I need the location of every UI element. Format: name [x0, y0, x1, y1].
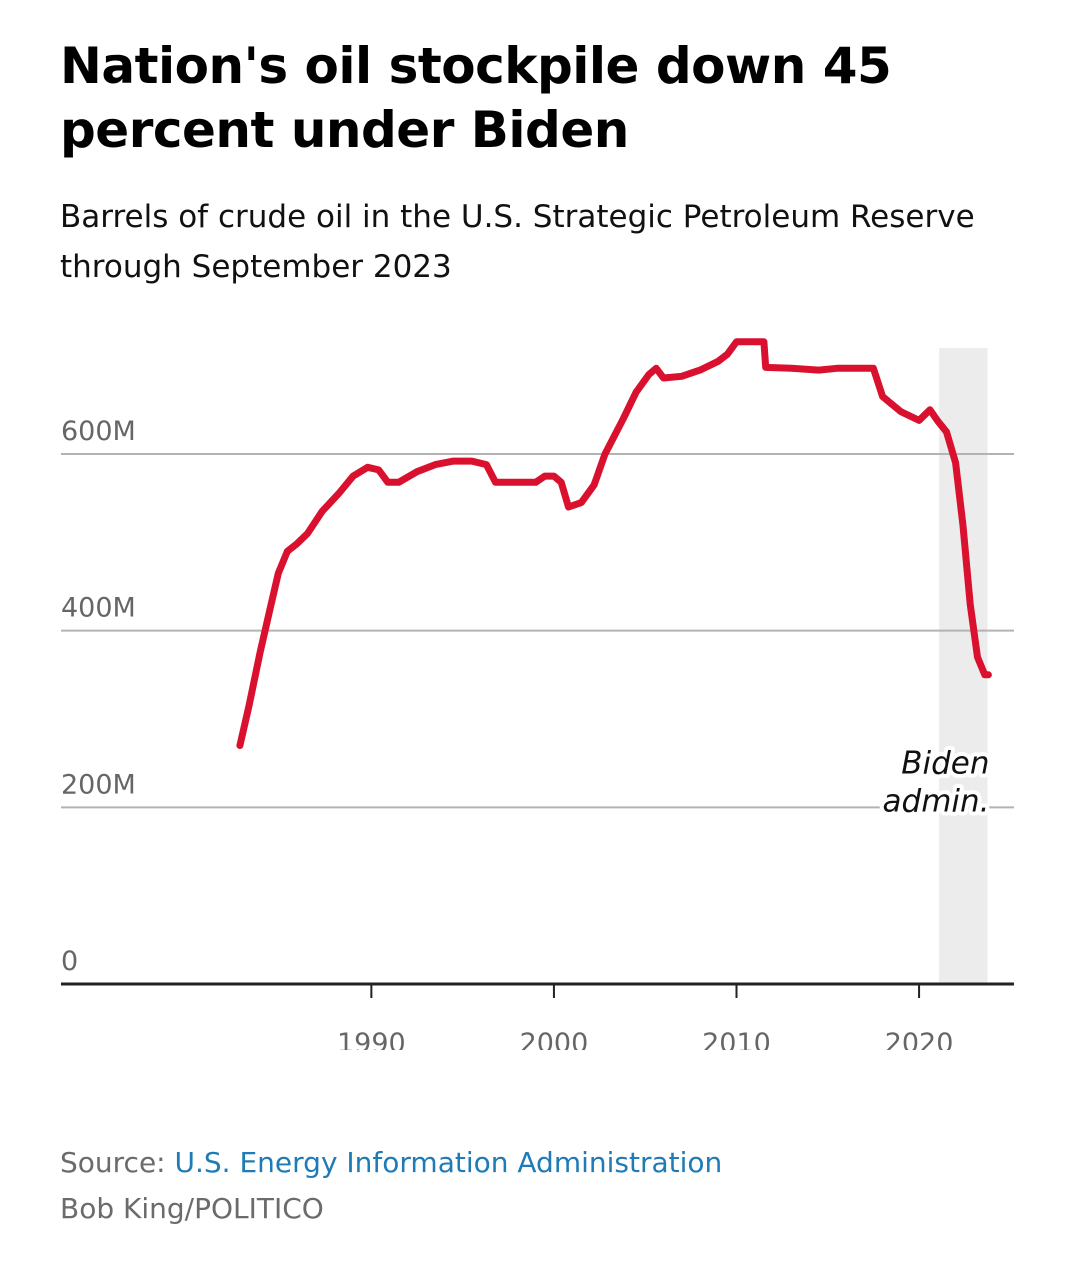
source-link[interactable]: U.S. Energy Information Administration — [174, 1146, 723, 1179]
y-tick-label: 400M — [61, 593, 136, 624]
source-line: Source: U.S. Energy Information Administ… — [60, 1140, 1020, 1186]
series-layer — [236, 338, 992, 749]
shaded-region-label-line1: Biden — [901, 745, 989, 781]
chart-title: Nation's oil stockpile down 45 percent u… — [60, 37, 892, 159]
footer: Source: U.S. Energy Information Administ… — [60, 1140, 1020, 1232]
credit-line: Bob King/POLITICO — [60, 1192, 324, 1225]
x-axis-layer: 1990 2000 2010 2020 — [61, 982, 1014, 1050]
y-tick-label: 600M — [61, 416, 136, 447]
grid-layer: 0 200M 400M 600M — [61, 416, 1014, 977]
shaded-region-label-line2: admin. — [883, 783, 990, 819]
x-tick-label: 2010 — [702, 1028, 771, 1050]
x-tick-label: 2000 — [520, 1028, 589, 1050]
x-tick-label: 2020 — [885, 1028, 954, 1050]
y-tick-label: 0 — [61, 946, 78, 977]
source-label: Source: — [60, 1146, 166, 1179]
series-line-0 — [236, 338, 992, 749]
x-tick-label: 1990 — [337, 1028, 406, 1050]
chart-subtitle: Barrels of crude oil in the U.S. Strateg… — [60, 199, 975, 285]
y-tick-label: 200M — [61, 769, 136, 800]
